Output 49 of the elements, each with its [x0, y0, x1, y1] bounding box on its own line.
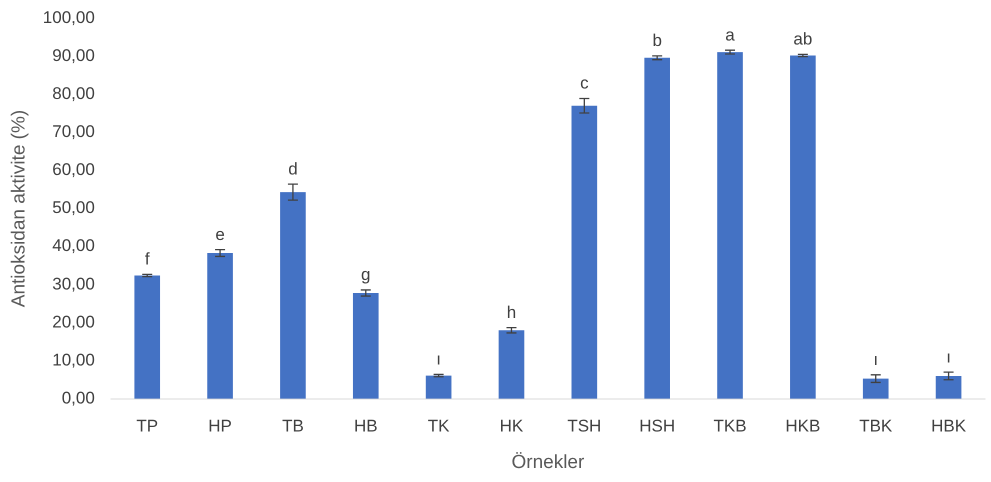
- bar: [862, 378, 889, 399]
- y-tick-label: 70,00: [52, 122, 95, 142]
- bar: [426, 376, 452, 399]
- bar: [717, 52, 743, 399]
- bar: [790, 56, 816, 399]
- annotation: ab: [793, 30, 812, 49]
- y-tick-label: 40,00: [52, 236, 95, 256]
- annotation: e: [215, 224, 225, 244]
- annotation: ı: [946, 347, 951, 366]
- x-tick-label: HB: [354, 416, 378, 436]
- annotation: a: [725, 25, 736, 44]
- bar: [352, 292, 379, 399]
- annotation: c: [580, 74, 590, 93]
- annotation: g: [361, 265, 371, 284]
- x-tick-label: HSH: [639, 416, 676, 436]
- bar: [644, 58, 670, 399]
- y-tick-label: 50,00: [52, 198, 95, 218]
- y-tick-label: 10,00: [52, 350, 95, 370]
- bar: [134, 275, 160, 399]
- annotation: d: [288, 159, 298, 178]
- annotation: ı: [873, 350, 878, 370]
- x-tick-label: TB: [282, 416, 304, 436]
- bar: [280, 192, 306, 399]
- y-tick-label: 80,00: [52, 84, 95, 104]
- x-axis-title: Örnekler: [511, 452, 585, 473]
- bar: [572, 106, 598, 399]
- x-tick-label: HP: [208, 416, 232, 436]
- x-tick-label: HBK: [931, 416, 967, 436]
- annotation: b: [652, 31, 662, 50]
- x-tick-label: TSH: [567, 416, 602, 436]
- bar: [936, 376, 962, 399]
- x-tick-label: TKB: [713, 416, 747, 436]
- x-tick-label: HKB: [785, 416, 820, 436]
- annotation: ı: [436, 350, 441, 369]
- y-axis-title: Antioksidan aktivite (%): [8, 110, 30, 308]
- y-tick-label: 20,00: [52, 312, 95, 332]
- y-tick-label: 30,00: [52, 274, 95, 294]
- annotation: f: [144, 250, 150, 269]
- bar: [498, 330, 524, 399]
- x-tick-label: TP: [136, 416, 158, 436]
- x-tick-label: TBK: [859, 416, 893, 436]
- y-tick-label: 100,00: [42, 8, 95, 27]
- bar: [207, 253, 233, 399]
- y-tick-label: 60,00: [52, 160, 95, 180]
- y-tick-label: 0,00: [62, 388, 95, 408]
- x-tick-label: TK: [428, 416, 450, 436]
- x-tick-label: HK: [500, 416, 524, 436]
- annotation: h: [506, 302, 516, 322]
- y-tick-label: 90,00: [52, 46, 95, 65]
